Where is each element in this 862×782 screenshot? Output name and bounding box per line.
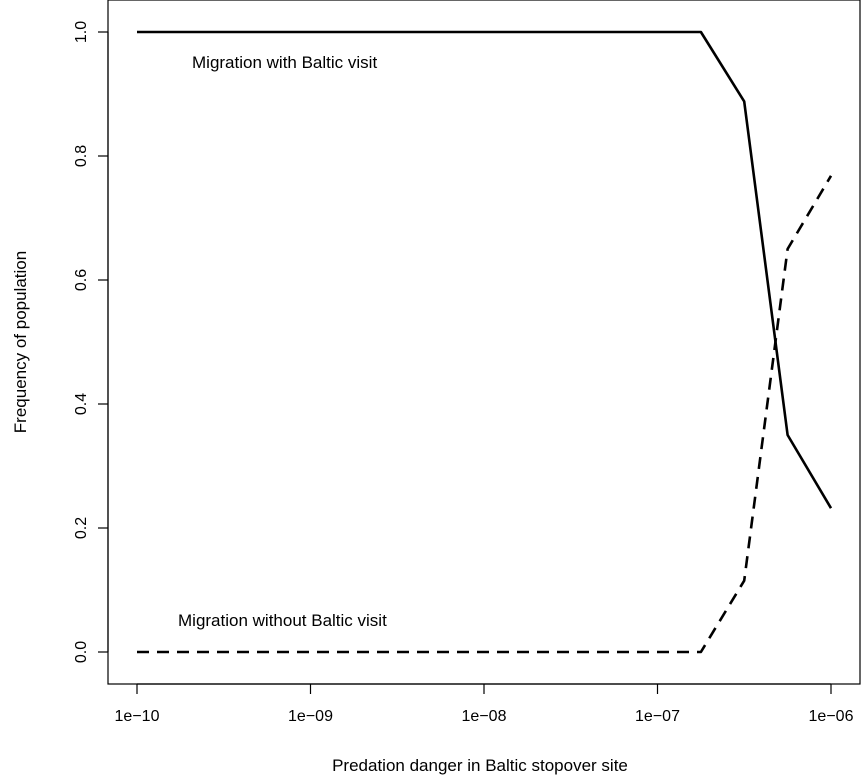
x-tick-label: 1e−07 <box>635 708 680 725</box>
x-axis-label: Predation danger in Baltic stopover site <box>332 756 628 775</box>
x-tick-label: 1e−09 <box>288 708 333 725</box>
y-tick-label: 0.0 <box>73 641 90 663</box>
x-tick-label: 1e−08 <box>462 708 507 725</box>
y-tick-label: 1.0 <box>73 21 90 43</box>
y-tick-label: 0.4 <box>73 393 90 415</box>
y-tick-label: 0.8 <box>73 145 90 167</box>
x-tick-label: 1e−10 <box>115 708 160 725</box>
y-tick-label: 0.6 <box>73 269 90 291</box>
x-tick-label: 1e−06 <box>809 708 854 725</box>
plot-frame <box>107 0 861 685</box>
series-label-with-visit: Migration with Baltic visit <box>192 53 377 72</box>
series-line-with-visit <box>137 30 833 509</box>
series-line-without-visit <box>137 175 833 654</box>
y-tick-label: 0.2 <box>73 517 90 539</box>
y-axis: 0.0 0.2 0.4 0.6 0.8 1.0 <box>73 21 109 663</box>
y-axis-label: Frequency of population <box>11 251 30 433</box>
series-label-without-visit: Migration without Baltic visit <box>178 611 387 630</box>
x-axis: 1e−10 1e−09 1e−08 1e−07 1e−06 <box>115 683 854 725</box>
series-layer <box>137 30 833 654</box>
